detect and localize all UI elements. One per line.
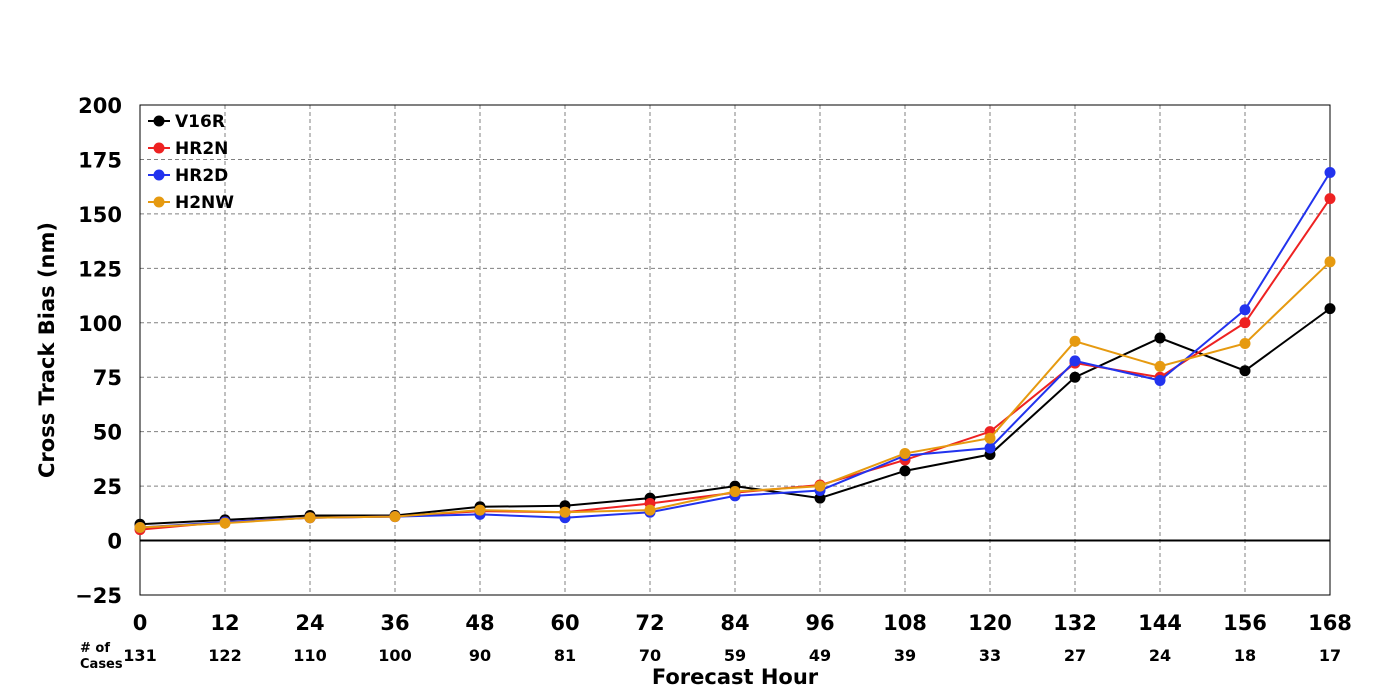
x-tick-label: 60 bbox=[550, 611, 579, 635]
x-tick-label: 96 bbox=[805, 611, 834, 635]
data-point-v16r bbox=[1324, 303, 1336, 315]
data-point-v16r bbox=[1239, 365, 1251, 377]
data-point-hr2n bbox=[1239, 317, 1251, 329]
x-tick-label: 0 bbox=[133, 611, 148, 635]
x-tick-label: 24 bbox=[295, 611, 324, 635]
data-point-h2nw bbox=[899, 447, 911, 459]
data-point-h2nw bbox=[644, 504, 656, 516]
data-point-h2nw bbox=[389, 511, 401, 523]
legend-swatch-marker bbox=[153, 169, 165, 181]
data-point-v16r bbox=[1154, 332, 1166, 344]
case-count: 33 bbox=[979, 646, 1001, 665]
case-count: 39 bbox=[894, 646, 916, 665]
y-axis-title: Cross Track Bias (nm) bbox=[35, 222, 59, 478]
x-tick-label: 144 bbox=[1138, 611, 1182, 635]
legend-item-hr2d: HR2D bbox=[148, 166, 228, 186]
case-count: 131 bbox=[123, 646, 156, 665]
case-count: 100 bbox=[378, 646, 411, 665]
case-count: 49 bbox=[809, 646, 831, 665]
data-point-h2nw bbox=[729, 486, 741, 498]
series-h2nw bbox=[134, 256, 1336, 533]
y-tick-label: 200 bbox=[78, 94, 122, 118]
case-count: 110 bbox=[293, 646, 326, 665]
data-point-h2nw bbox=[984, 432, 996, 444]
case-count: 18 bbox=[1234, 646, 1256, 665]
data-point-hr2d bbox=[1154, 374, 1166, 386]
legend-label: HR2D bbox=[175, 166, 228, 186]
y-tick-label: 0 bbox=[107, 530, 122, 554]
case-count: 24 bbox=[1149, 646, 1171, 665]
case-count: 27 bbox=[1064, 646, 1086, 665]
y-tick-label: 100 bbox=[78, 312, 122, 336]
legend-label: H2NW bbox=[175, 193, 234, 213]
y-tick-label: −25 bbox=[75, 584, 122, 608]
data-point-h2nw bbox=[304, 512, 316, 524]
data-point-h2nw bbox=[1324, 256, 1336, 268]
data-point-h2nw bbox=[814, 480, 826, 492]
data-point-hr2n bbox=[1324, 193, 1336, 205]
x-tick-labels: 0 12 24 36 48 60 72 84 96 108 120 132 144 156 168 bbox=[133, 611, 1352, 635]
data-point-hr2d bbox=[984, 442, 996, 454]
data-point-h2nw bbox=[474, 504, 486, 516]
data-point-v16r bbox=[814, 492, 826, 504]
x-axis-title: Forecast Hour bbox=[652, 665, 819, 689]
x-tick-label: 108 bbox=[883, 611, 927, 635]
x-tick-label: 36 bbox=[380, 611, 409, 635]
x-tick-label: 48 bbox=[465, 611, 494, 635]
case-count: 122 bbox=[208, 646, 241, 665]
legend-item-h2nw: H2NW bbox=[148, 193, 234, 213]
y-tick-label: 125 bbox=[78, 257, 122, 281]
legend-label: V16R bbox=[175, 112, 225, 132]
cases-caption-line1: # of bbox=[80, 641, 110, 656]
data-point-v16r bbox=[899, 465, 911, 477]
data-point-h2nw bbox=[219, 517, 231, 529]
x-tick-label: 72 bbox=[635, 611, 664, 635]
x-tick-label: 156 bbox=[1223, 611, 1267, 635]
x-tick-label: 12 bbox=[210, 611, 239, 635]
legend-swatch-marker bbox=[153, 196, 165, 208]
cases-caption-line2: Cases bbox=[80, 657, 123, 672]
case-count: 59 bbox=[724, 646, 746, 665]
legend-label: HR2N bbox=[175, 139, 228, 159]
legend-item-hr2n: HR2N bbox=[148, 139, 228, 159]
case-count: 90 bbox=[469, 646, 491, 665]
x-tick-label: 168 bbox=[1308, 611, 1352, 635]
case-count: 70 bbox=[639, 646, 661, 665]
x-tick-label: 120 bbox=[968, 611, 1012, 635]
plot-frame bbox=[139, 104, 1331, 596]
y-tick-label: 175 bbox=[78, 148, 122, 172]
y-tick-label: 25 bbox=[93, 475, 122, 499]
x-tick-label: 132 bbox=[1053, 611, 1097, 635]
case-count: 81 bbox=[554, 646, 576, 665]
legend-item-v16r: V16R bbox=[148, 112, 225, 132]
grid-lines bbox=[140, 105, 1330, 595]
y-tick-label: 75 bbox=[93, 366, 122, 390]
case-count-labels: 131 122 110 100 90 81 70 59 49 39 33 27 24 18 17 bbox=[123, 646, 1341, 665]
series-layer bbox=[134, 167, 1336, 536]
data-point-hr2d bbox=[1324, 167, 1336, 179]
legend-swatch-marker bbox=[153, 115, 165, 127]
y-tick-label: 150 bbox=[78, 203, 122, 227]
y-tick-labels: −25 0 25 50 75 100 125 150 175 200 bbox=[75, 94, 122, 608]
data-point-h2nw bbox=[1154, 360, 1166, 372]
legend-swatch-marker bbox=[153, 142, 165, 154]
data-point-h2nw bbox=[1069, 335, 1081, 347]
x-tick-label: 84 bbox=[720, 611, 749, 635]
data-point-h2nw bbox=[1239, 337, 1251, 349]
legend: V16R HR2N HR2D H2NW bbox=[148, 112, 234, 213]
data-point-h2nw bbox=[134, 521, 146, 533]
case-count: 17 bbox=[1319, 646, 1341, 665]
data-point-v16r bbox=[1069, 371, 1081, 383]
data-point-hr2d bbox=[1239, 304, 1251, 316]
data-point-h2nw bbox=[559, 506, 571, 518]
y-tick-label: 50 bbox=[93, 421, 122, 445]
data-point-hr2d bbox=[1069, 355, 1081, 367]
